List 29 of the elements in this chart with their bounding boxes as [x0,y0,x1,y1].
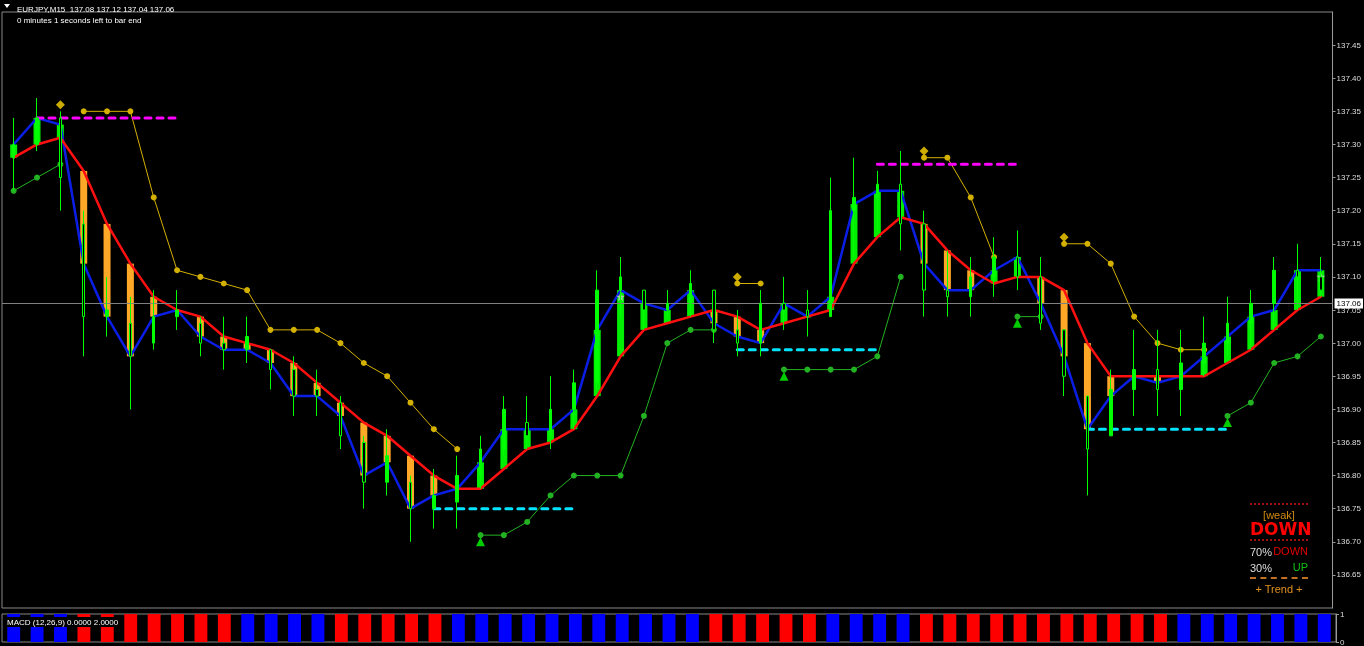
y-tick-label: 137.05 [1336,305,1362,315]
y-tick-label: 0 [1340,637,1345,646]
y-tick-label: 136.75 [1336,504,1362,514]
y-tick-label: 137.00 [1336,338,1362,348]
chart-title: MACD (12,26,9) 0.0000 2.0000 [7,617,119,627]
annotation: UP [1292,560,1308,574]
y-tick-label: 136.80 [1336,471,1362,481]
ref-line-label: 137.06 [1336,298,1362,308]
annotation: DOWN [1273,544,1308,558]
y-tick-label: 137.10 [1336,272,1362,282]
y-tick-label: 137.25 [1336,173,1362,183]
y-tick-label: 137.20 [1336,206,1362,216]
y-tick-label: 137.35 [1336,106,1362,116]
y-tick-label: 136.95 [1336,371,1362,381]
annotation: + Trend + [1254,582,1304,596]
chart-subtitle: 0 minutes 1 seconds left to bar end [17,15,142,25]
annotation: 30% [1250,562,1273,574]
annotation: [weak] [1263,508,1296,522]
y-tick-label: 136.70 [1336,537,1362,547]
y-tick-label: 137.40 [1336,73,1362,83]
y-tick-label: 137.30 [1336,139,1362,149]
annotation: 70% [1250,546,1273,558]
chart-title: EURJPY,M15 137.08 137.12 137.04 137.06 [17,4,175,14]
y-tick-label: 137.15 [1336,239,1362,249]
y-tick-label: 136.65 [1336,570,1362,580]
y-tick-label: 136.90 [1336,404,1362,414]
y-tick-label: 1 [1340,609,1345,619]
y-tick-label: 136.85 [1336,437,1362,447]
y-tick-label: 137.45 [1336,40,1362,50]
